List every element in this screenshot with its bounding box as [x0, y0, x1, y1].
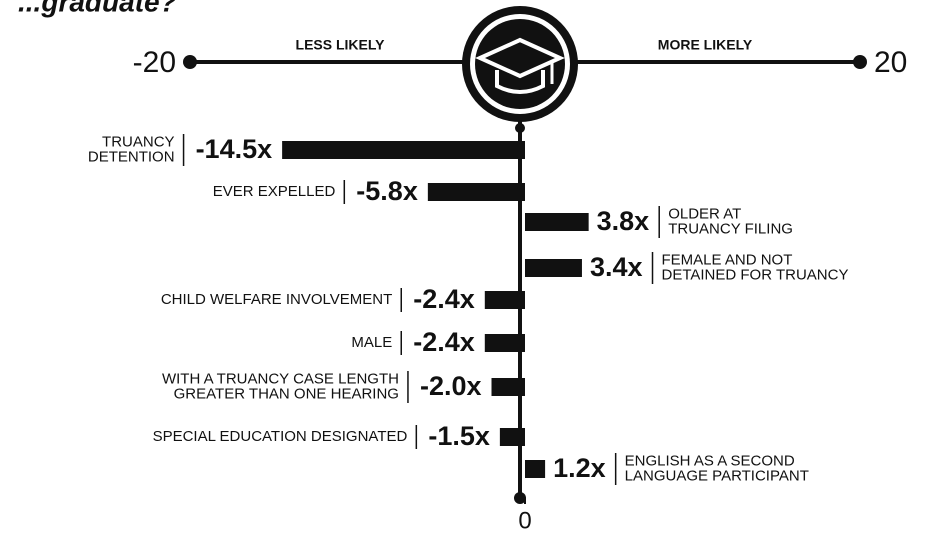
- axis-dot: [515, 123, 525, 133]
- value-label: -14.5x: [196, 134, 273, 164]
- x-tick-label: -20: [133, 46, 176, 79]
- bar: [427, 183, 525, 201]
- value-label: -1.5x: [428, 421, 490, 451]
- bar: [484, 291, 525, 309]
- tick-mark: [183, 55, 197, 69]
- category-label: MALE: [351, 334, 392, 351]
- bar: [499, 428, 525, 446]
- category-label: OLDER AT: [668, 205, 741, 222]
- bar: [491, 378, 525, 396]
- category-label: EVER EXPELLED: [213, 183, 336, 200]
- category-label: GREATER THAN ONE HEARING: [174, 385, 399, 402]
- tick-mark: [853, 55, 867, 69]
- x-tick-label: 0: [518, 507, 531, 533]
- chart-title: ...graduate?: [18, 0, 177, 17]
- bar: [525, 460, 546, 478]
- category-label: FEMALE AND NOT: [662, 251, 793, 268]
- category-label: DETAINED FOR TRUANCY: [662, 266, 849, 283]
- value-label: -2.4x: [413, 284, 475, 314]
- category-label: WITH A TRUANCY CASE LENGTH: [162, 370, 399, 387]
- value-label: -2.4x: [413, 327, 475, 357]
- value-label: -2.0x: [420, 371, 482, 401]
- category-label: SPECIAL EDUCATION DESIGNATED: [153, 428, 408, 445]
- value-label: 1.2x: [553, 453, 606, 483]
- x-tick-label: 20: [874, 46, 907, 79]
- bar: [282, 141, 525, 159]
- category-label: TRUANCY: [102, 133, 175, 150]
- category-label: LANGUAGE PARTICIPANT: [625, 467, 809, 484]
- left-label: LESS LIKELY: [296, 37, 386, 53]
- value-label: 3.8x: [597, 206, 650, 236]
- category-label: CHILD WELFARE INVOLVEMENT: [161, 291, 392, 308]
- bar: [525, 213, 589, 231]
- axis-dot: [514, 492, 526, 504]
- value-label: -5.8x: [356, 176, 418, 206]
- bar: [484, 334, 525, 352]
- bar: [525, 259, 582, 277]
- grad-icon: [462, 6, 578, 122]
- right-label: MORE LIKELY: [658, 37, 753, 53]
- category-label: DETENTION: [88, 148, 175, 165]
- category-label: TRUANCY FILING: [668, 220, 793, 237]
- category-label: ENGLISH AS A SECOND: [625, 452, 795, 469]
- value-label: 3.4x: [590, 252, 643, 282]
